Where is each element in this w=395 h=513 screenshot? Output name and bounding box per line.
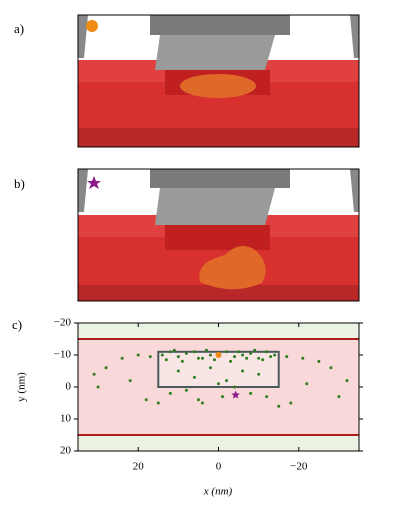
point bbox=[208, 353, 212, 357]
point bbox=[148, 355, 152, 359]
point bbox=[104, 366, 108, 370]
render-b bbox=[77, 168, 360, 302]
plot: 20 0 −20 −20 −10 0 10 20 bbox=[54, 317, 363, 473]
y-axis-label: y (nm) bbox=[16, 372, 28, 402]
point bbox=[204, 348, 208, 352]
point bbox=[160, 353, 164, 357]
point bbox=[237, 350, 241, 354]
point bbox=[92, 372, 96, 376]
point bbox=[229, 359, 233, 363]
point bbox=[225, 350, 229, 354]
point bbox=[257, 356, 261, 360]
point bbox=[136, 353, 140, 357]
point bbox=[96, 385, 100, 389]
point bbox=[192, 350, 196, 354]
x-axis-label: x (nm) bbox=[203, 486, 233, 498]
point bbox=[257, 372, 261, 376]
point bbox=[176, 369, 180, 373]
point bbox=[329, 366, 333, 370]
point bbox=[273, 353, 277, 357]
point bbox=[301, 356, 305, 360]
y-tick-label: 10 bbox=[60, 413, 72, 425]
point bbox=[305, 382, 309, 386]
point bbox=[345, 379, 349, 383]
y-tick-label: 0 bbox=[66, 381, 72, 393]
point bbox=[265, 395, 269, 399]
point bbox=[128, 379, 132, 383]
point bbox=[172, 348, 176, 352]
x-tick-label: −20 bbox=[290, 461, 308, 473]
point bbox=[156, 401, 160, 405]
point bbox=[180, 359, 184, 363]
point bbox=[196, 398, 200, 402]
point bbox=[196, 356, 200, 360]
point bbox=[265, 350, 269, 354]
point bbox=[253, 348, 257, 352]
point bbox=[249, 391, 253, 395]
point bbox=[215, 352, 222, 358]
point bbox=[192, 375, 196, 379]
point bbox=[261, 358, 265, 362]
point bbox=[233, 355, 237, 359]
x-tick-label: 0 bbox=[216, 461, 222, 473]
y-tick-label: 20 bbox=[60, 445, 72, 457]
panel-label: a) bbox=[14, 21, 24, 36]
point bbox=[168, 350, 172, 354]
point bbox=[144, 398, 148, 402]
point bbox=[168, 391, 172, 395]
point bbox=[221, 395, 225, 399]
point bbox=[184, 351, 188, 355]
point bbox=[241, 369, 245, 373]
y-tick-label: −20 bbox=[54, 317, 72, 329]
y-tick-label: −10 bbox=[54, 349, 72, 361]
point bbox=[200, 356, 204, 360]
point bbox=[212, 358, 216, 362]
point bbox=[164, 358, 168, 362]
x-tick-label: 20 bbox=[133, 461, 145, 473]
point bbox=[317, 359, 321, 363]
point bbox=[217, 382, 220, 386]
panel-label: c) bbox=[12, 317, 22, 332]
point bbox=[184, 388, 188, 392]
point bbox=[337, 395, 341, 399]
point bbox=[289, 401, 293, 405]
point bbox=[208, 366, 212, 370]
point bbox=[231, 390, 240, 399]
point bbox=[225, 379, 229, 383]
point bbox=[233, 385, 237, 389]
point bbox=[120, 356, 124, 360]
render-a bbox=[77, 14, 360, 148]
panel-label: b) bbox=[14, 176, 25, 191]
point bbox=[285, 355, 289, 359]
point bbox=[249, 351, 253, 355]
point bbox=[245, 356, 249, 360]
point bbox=[241, 353, 245, 357]
point bbox=[200, 401, 204, 405]
point bbox=[277, 404, 281, 408]
point bbox=[269, 355, 273, 359]
point bbox=[176, 355, 180, 359]
